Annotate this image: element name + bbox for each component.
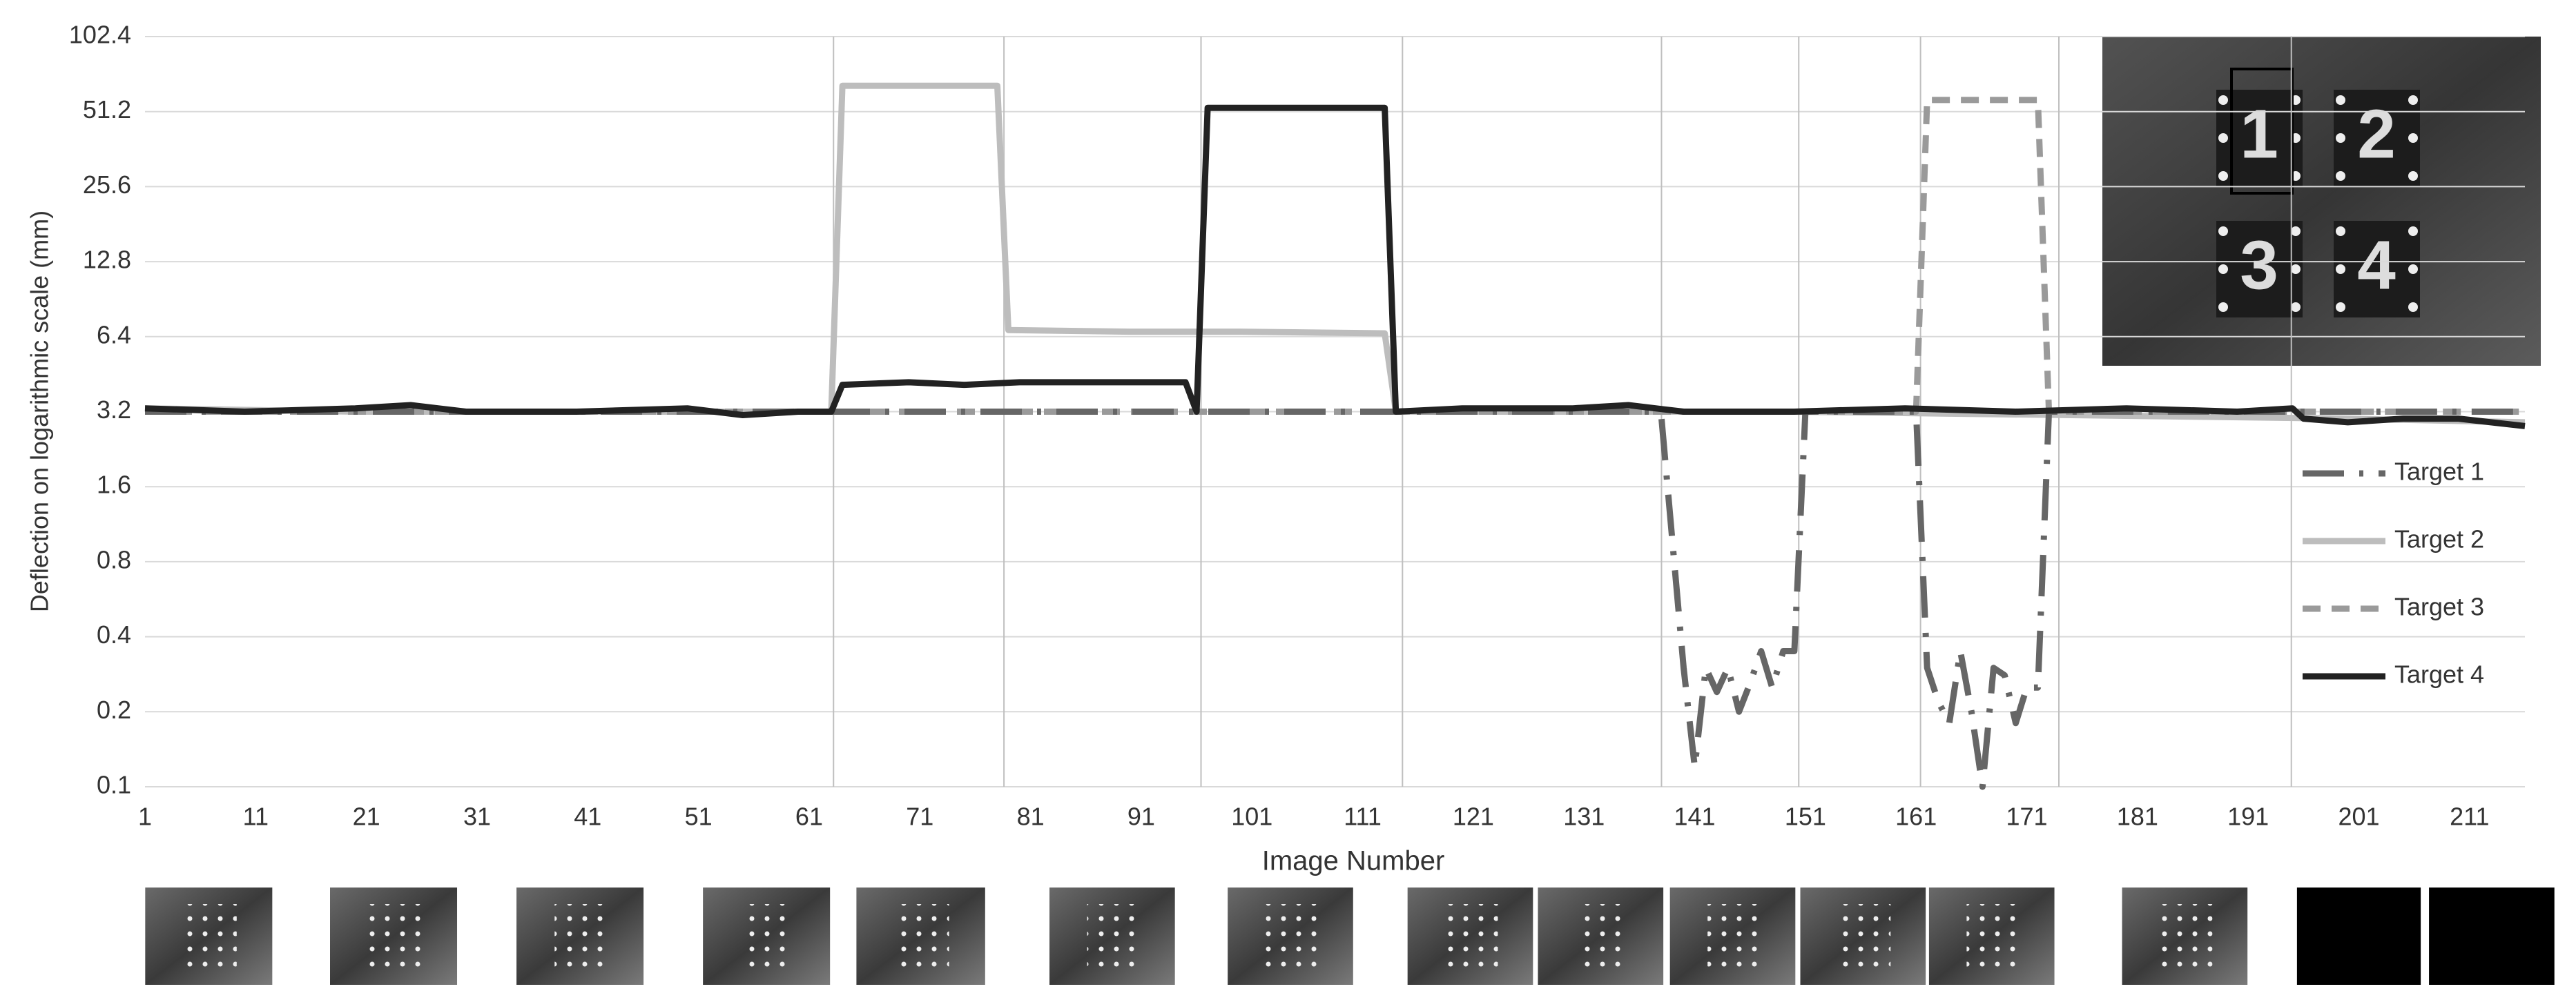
target-dot [2408, 95, 2418, 105]
series-line [144, 104, 2526, 429]
thumbnail-dots [1966, 904, 2020, 968]
x-tick-label: 121 [1453, 803, 1494, 831]
target-dot [2218, 171, 2228, 181]
x-tick-label: 111 [1344, 803, 1382, 831]
x-tick-label: 31 [463, 803, 491, 831]
x-tick-label: 61 [795, 803, 823, 831]
target-dot [2336, 133, 2345, 143]
thumbnail-dots [368, 904, 422, 968]
inset-label: 4 [2357, 226, 2396, 304]
target-dot [2408, 171, 2418, 181]
x-tick-label: 161 [1895, 803, 1937, 831]
x-tick-label: 91 [1127, 803, 1155, 831]
target-dot [2218, 264, 2228, 274]
target-dot [2336, 95, 2345, 105]
inset-label: 1 [2240, 95, 2278, 173]
target-plate [2334, 221, 2420, 317]
x-tick-label: 41 [574, 803, 601, 831]
x-tick-label: 1 [138, 803, 152, 831]
x-tick-label: 81 [1017, 803, 1045, 831]
thumbnail-strip [145, 888, 2555, 985]
target-dot [2336, 171, 2345, 181]
x-axis-title: Image Number [1262, 846, 1445, 876]
y-tick-label: 51.2 [83, 95, 131, 124]
legend-label: Target 3 [2394, 593, 2484, 621]
x-tick-label: 141 [1674, 803, 1716, 831]
y-axis-title: Deflection on logarithmic scale (mm) [26, 210, 54, 612]
target-dot [2336, 302, 2345, 312]
y-tick-label: 0.8 [97, 545, 131, 573]
target-dot [2218, 302, 2228, 312]
y-tick-label: 25.6 [83, 170, 131, 199]
inset-photo: 1 2 3 4 [2102, 37, 2541, 366]
thumbnail-dots [1445, 904, 1498, 968]
thumbnail-dots [741, 904, 795, 968]
target-dot [2336, 226, 2345, 236]
y-tick-label: 0.2 [97, 696, 131, 724]
inset-highlight [2230, 68, 2294, 195]
thumbnail-dots [1265, 904, 1318, 968]
y-tick-label: 0.4 [97, 620, 131, 649]
target-dot [2336, 264, 2345, 274]
target-plate [2216, 221, 2303, 317]
target-plate [2334, 90, 2420, 186]
target-dot [2291, 264, 2301, 274]
x-tick-label: 131 [1563, 803, 1605, 831]
legend-label: Target 4 [2394, 660, 2484, 689]
x-tick-label: 101 [1231, 803, 1272, 831]
target-dot [2218, 95, 2228, 105]
target-dot [2291, 302, 2301, 312]
thumbnail-dots [1837, 904, 1891, 968]
legend-label: Target 1 [2394, 458, 2484, 486]
y-tick-label: 12.8 [83, 246, 131, 274]
y-tick-label: 1.6 [97, 471, 131, 499]
thumbnail-dots [1707, 904, 1761, 968]
x-tick-label: 171 [2006, 803, 2047, 831]
target-dot [2408, 226, 2418, 236]
target-dot [2291, 226, 2301, 236]
thumbnail [2429, 888, 2555, 985]
y-tick-label: 6.4 [97, 320, 131, 349]
x-tick-label: 11 [243, 803, 269, 831]
y-tick-label: 3.2 [97, 395, 131, 424]
y-tick-label: 0.1 [97, 771, 131, 799]
target-dot [2408, 302, 2418, 312]
thumbnail [2296, 888, 2421, 985]
thumbnail-dots [183, 904, 237, 968]
x-tick-label: 211 [2450, 803, 2489, 831]
thumbnail-dots [1087, 904, 1140, 968]
inset-label: 2 [2357, 95, 2396, 173]
target-dot [2408, 264, 2418, 274]
x-tick-label: 21 [353, 803, 380, 831]
x-tick-label: 71 [906, 803, 933, 831]
x-tick-label: 201 [2338, 803, 2379, 831]
x-tick-label: 51 [685, 803, 713, 831]
x-tick-label: 191 [2227, 803, 2269, 831]
target-dot [2218, 133, 2228, 143]
thumbnail-dots [895, 904, 949, 968]
y-tick-label: 102.4 [69, 21, 131, 49]
thumbnail-dots [554, 904, 608, 968]
series-line [145, 409, 2525, 790]
x-tick-label: 181 [2117, 803, 2158, 831]
inset-texture [2102, 37, 2541, 366]
inset-label: 3 [2240, 226, 2278, 304]
target-dot [2408, 133, 2418, 143]
legend-label: Target 2 [2394, 525, 2484, 553]
thumbnail-dots [2160, 904, 2213, 968]
thumbnail-dots [1575, 904, 1629, 968]
target-dot [2218, 226, 2228, 236]
x-tick-label: 151 [1785, 803, 1826, 831]
